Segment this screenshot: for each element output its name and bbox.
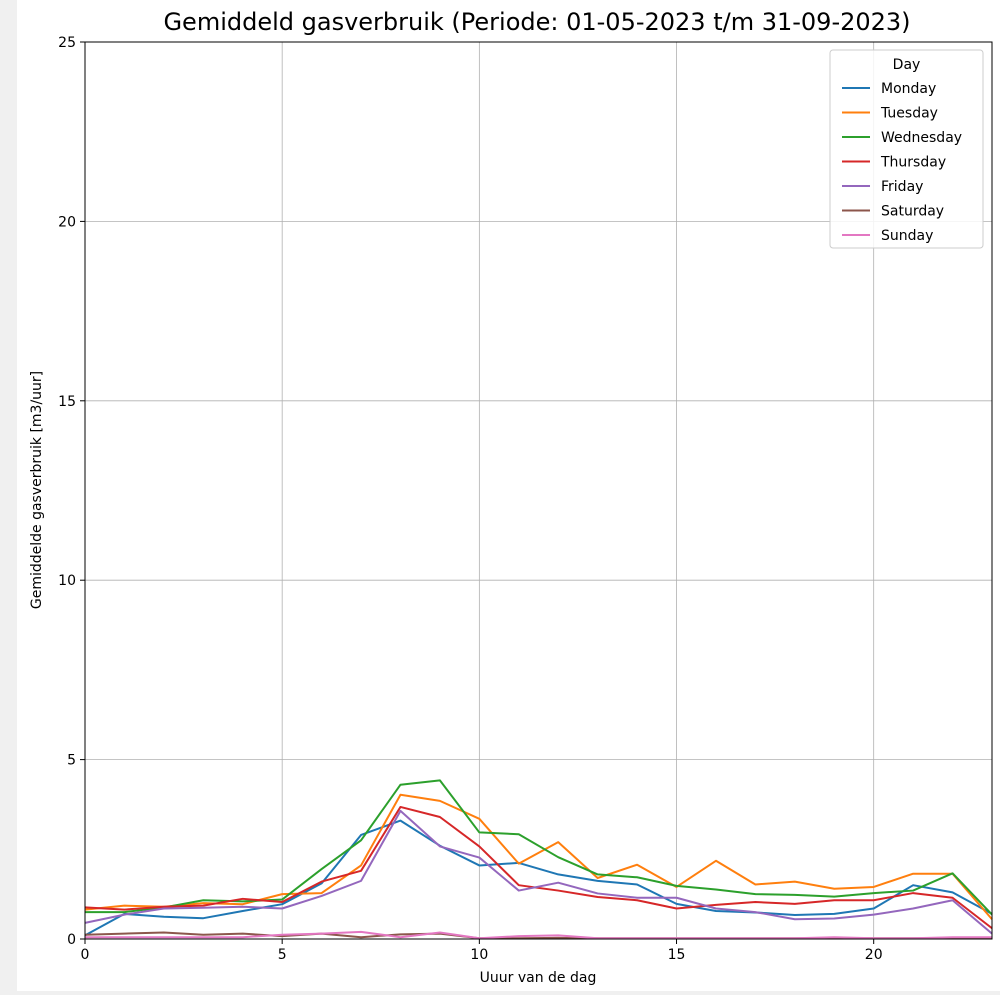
y-tick-label: 25: [58, 35, 76, 51]
x-axis: 0 5 10 15 20: [81, 939, 883, 963]
y-tick-label: 5: [67, 753, 76, 769]
plot-frame: [84, 41, 993, 940]
legend-label-thursday: Thursday: [880, 155, 946, 171]
y-axis-label: Gemiddelde gasverbruik [m3/uur]: [29, 371, 45, 609]
x-axis-label: Uuur van de dag: [480, 970, 597, 986]
y-tick-label: 15: [58, 394, 76, 410]
legend-box: [829, 49, 984, 249]
series-line-monday: [84, 819, 993, 937]
x-tick-label: 5: [278, 947, 287, 963]
chart-title: Gemiddeld gasverbruik (Periode: 01-05-20…: [163, 8, 910, 36]
y-tick-label: 10: [58, 573, 76, 589]
legend-label-sunday: Sunday: [881, 228, 933, 244]
legend-label-wednesday: Wednesday: [881, 130, 962, 146]
line-chart: Gemiddeld gasverbruik (Periode: 01-05-20…: [29, 8, 993, 986]
series-lines: [84, 779, 993, 940]
legend-label-friday: Friday: [881, 179, 923, 195]
x-tick-label: 20: [865, 947, 883, 963]
series-line-tuesday: [84, 793, 993, 920]
y-tick-label: 20: [58, 214, 76, 230]
chart-figure: Gemiddeld gasverbruik (Periode: 01-05-20…: [17, 0, 1000, 991]
legend-label-saturday: Saturday: [881, 204, 944, 220]
legend-label-monday: Monday: [881, 81, 936, 97]
legend-label-tuesday: Tuesday: [880, 106, 938, 122]
series-line-friday: [84, 809, 993, 935]
y-tick-label: 0: [67, 932, 76, 948]
legend-title: Day: [893, 57, 921, 73]
x-tick-label: 0: [81, 947, 90, 963]
series-line-sunday: [85, 930, 992, 940]
series-line-thursday: [84, 805, 993, 930]
y-axis: 0 5 10 15 20 25: [58, 35, 85, 948]
series-line-wednesday: [85, 779, 993, 916]
legend: Day Monday Tuesday Wednesday Thursday Friday S…: [829, 49, 984, 249]
x-tick-label: 10: [470, 947, 488, 963]
x-tick-label: 15: [668, 947, 686, 963]
